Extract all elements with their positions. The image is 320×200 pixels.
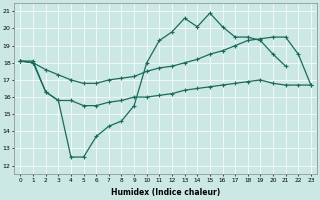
X-axis label: Humidex (Indice chaleur): Humidex (Indice chaleur) <box>111 188 220 197</box>
